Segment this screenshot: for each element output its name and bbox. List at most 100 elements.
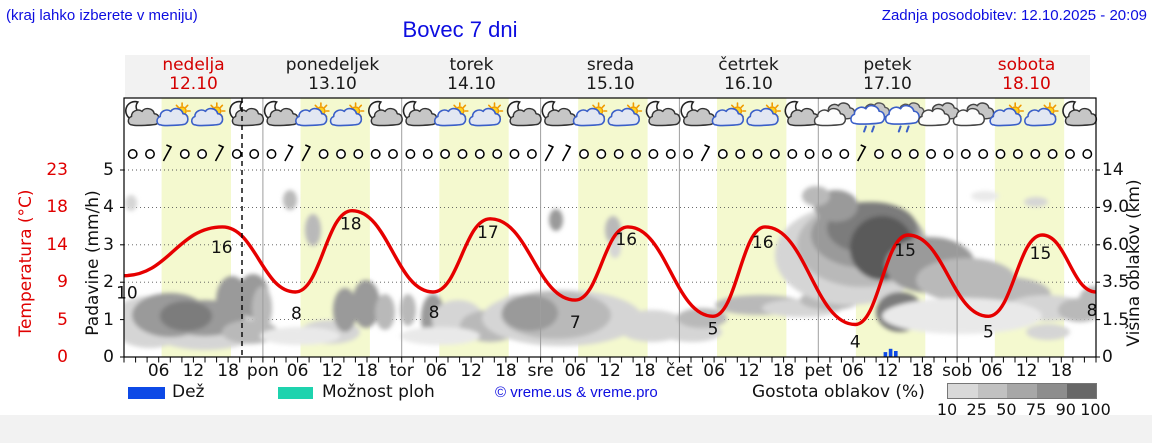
moon-cloud-icon	[784, 100, 820, 127]
x-axis-day-label: pet	[804, 361, 833, 381]
calm-wind-icon	[596, 149, 607, 159]
density-tick-label: 100	[1080, 400, 1111, 419]
bg-top	[0, 0, 1152, 55]
calm-wind-icon	[822, 149, 832, 159]
temperature-axis-tick: 23	[46, 160, 68, 180]
density-gradient-step	[1066, 384, 1097, 398]
day-separators	[262, 98, 958, 357]
calm-wind-icon	[787, 149, 798, 159]
overcast-icon	[952, 102, 995, 127]
moon-cloud-icon	[645, 100, 681, 127]
moon-cloud-icon	[1062, 100, 1098, 127]
calm-wind-icon	[995, 149, 1006, 159]
temperature-labels: 10 16 8 18 8 17 7 16 5 16 4 15 5 15 8	[116, 215, 1097, 353]
temperature-axis-tick: 18	[46, 197, 68, 218]
moon-cloud-icon	[680, 100, 716, 127]
wind-barb-icon	[856, 144, 867, 162]
calm-wind-icon	[197, 149, 208, 159]
day-header: četrtek 16.10	[679, 56, 818, 94]
temp-label: 8	[291, 304, 302, 324]
temp-label: 15	[894, 241, 916, 261]
precip-axis-tick: 0	[103, 347, 114, 367]
x-axis-hour-label: 18	[356, 361, 378, 381]
day-date: 14.10	[447, 74, 496, 94]
calm-wind-icon	[336, 149, 346, 159]
cloud-height-axis-tick: 6.0	[1102, 234, 1130, 255]
calm-wind-icon	[613, 149, 624, 159]
moon-cloud-icon	[368, 100, 403, 127]
day-date: 15.10	[586, 74, 635, 94]
precip-bars	[883, 348, 898, 357]
x-axis-hour-label: 18	[1050, 361, 1073, 381]
calm-wind-icon	[318, 149, 329, 159]
wind-barb-icon	[700, 144, 711, 162]
temp-label: 16	[615, 230, 637, 250]
temp-label: 8	[1087, 301, 1098, 321]
cloud-height-axis-tick: 1.5	[1102, 309, 1130, 330]
x-axis-hour-label: 12	[1015, 361, 1038, 381]
moon-cloud-icon	[541, 100, 577, 127]
sun-cloud-icon	[607, 102, 643, 127]
cloud-height-axis-tick: 0	[1102, 347, 1113, 367]
overcast-icon	[813, 102, 856, 127]
density-gradient-step	[948, 384, 978, 398]
temperature-axis-tick: 9	[57, 272, 68, 293]
calm-wind-icon	[179, 149, 190, 159]
sun-cloud-icon	[329, 102, 365, 127]
showers-legend-label: Možnost ploh	[322, 382, 435, 402]
sun-cloud-icon	[433, 102, 469, 127]
day-date: 13.10	[308, 74, 357, 94]
rain-cloud-icon	[884, 102, 925, 133]
sun-cloud-icon	[156, 102, 191, 127]
moon-cloud-icon	[402, 100, 438, 127]
calm-wind-icon	[978, 149, 989, 159]
cloud-density-gradient	[947, 383, 1098, 399]
day-header: torek 14.10	[402, 56, 541, 94]
calm-wind-icon	[891, 149, 902, 159]
x-axis-day-label: čet	[666, 361, 693, 381]
x-axis-hour-label: 12	[321, 361, 344, 381]
x-axis-hour-label: 12	[738, 361, 760, 381]
x-axis-hour-label: 18	[772, 361, 795, 381]
calm-wind-icon	[145, 149, 155, 159]
cloud-height-axis-tick: 9.0	[1102, 197, 1130, 218]
bg-dayrow-right	[1090, 55, 1152, 98]
calm-wind-icon	[509, 149, 520, 159]
calm-wind-icon	[926, 149, 937, 159]
precip-axis-tick: 3	[103, 234, 114, 255]
cloud-density-legend-label: Gostota oblakov (%)	[752, 382, 925, 402]
calm-wind-icon	[370, 149, 381, 159]
calm-wind-icon	[752, 149, 763, 159]
calm-wind-icon	[526, 149, 537, 159]
wind-barb-icon	[162, 144, 173, 162]
day-header: sobota 18.10	[957, 56, 1096, 94]
x-axis-hour-label: 12	[460, 361, 482, 381]
density-tick-label: 25	[966, 400, 987, 419]
x-axis-hour-label: 06	[703, 361, 725, 381]
day-date: 18.10	[1002, 74, 1051, 94]
calm-wind-icon	[266, 149, 277, 159]
day-header: sreda 15.10	[541, 56, 680, 94]
temperature-curve	[124, 208, 1096, 327]
wind-barb-icon	[561, 144, 572, 162]
x-axis-hour-label: 18	[495, 361, 517, 381]
x-axis-hour-label: 06	[842, 361, 864, 381]
overcast-icon	[917, 102, 960, 127]
copyright-link[interactable]: © vreme.us & vreme.pro	[495, 384, 658, 401]
moon-cloud-icon	[229, 100, 264, 127]
day-name: torek	[449, 55, 494, 75]
day-name: sobota	[997, 55, 1056, 75]
calm-wind-icon	[1012, 149, 1023, 159]
temp-label: 5	[983, 322, 994, 342]
day-date: 12.10	[169, 74, 218, 94]
plot-frame	[123, 97, 1097, 358]
calm-wind-icon	[804, 149, 815, 159]
calm-wind-icon	[457, 149, 468, 159]
calm-wind-icon	[1047, 149, 1058, 159]
wind-barb-icon	[284, 144, 294, 162]
day-date: 17.10	[863, 74, 912, 94]
calm-wind-icon	[231, 149, 242, 159]
day-date: 16.10	[724, 74, 773, 94]
sun-cloud-icon	[468, 102, 504, 127]
